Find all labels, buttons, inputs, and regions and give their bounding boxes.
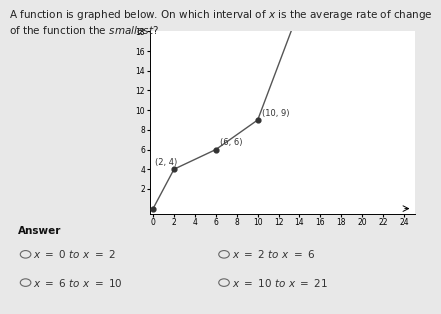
- Text: Answer: Answer: [18, 226, 61, 236]
- Point: [212, 147, 219, 152]
- Point: [149, 206, 157, 211]
- Point: [171, 167, 178, 172]
- Text: $x\ =\ 0\ to\ x\ =\ 2$: $x\ =\ 0\ to\ x\ =\ 2$: [33, 248, 116, 260]
- Text: (2, 4): (2, 4): [154, 158, 177, 167]
- Text: $x\ =\ 2\ to\ x\ =\ 6$: $x\ =\ 2\ to\ x\ =\ 6$: [232, 248, 315, 260]
- Text: A function is graphed below. On which interval of $x$ is the average rate of cha: A function is graphed below. On which in…: [9, 8, 433, 36]
- Point: [254, 117, 261, 122]
- Text: (6, 6): (6, 6): [220, 138, 243, 147]
- Text: $x\ =\ 6\ to\ x\ =\ 10$: $x\ =\ 6\ to\ x\ =\ 10$: [33, 277, 123, 289]
- Text: (10, 9): (10, 9): [262, 109, 289, 118]
- Text: $x\ =\ 10\ to\ x\ =\ 21$: $x\ =\ 10\ to\ x\ =\ 21$: [232, 277, 328, 289]
